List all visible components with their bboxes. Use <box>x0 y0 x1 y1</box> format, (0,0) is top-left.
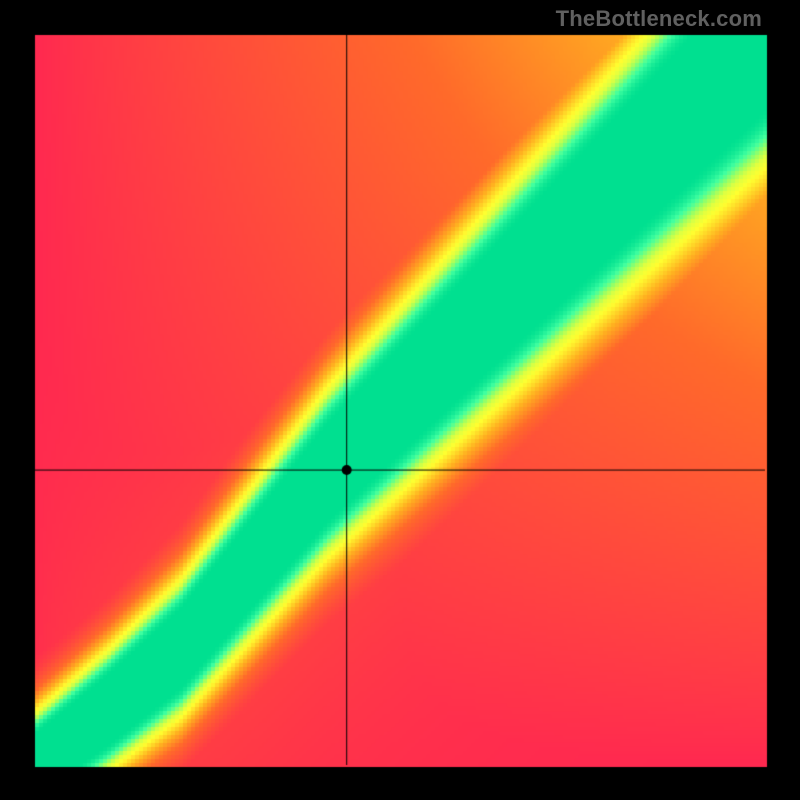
watermark-text: TheBottleneck.com <box>556 6 762 32</box>
bottleneck-heatmap <box>0 0 800 800</box>
